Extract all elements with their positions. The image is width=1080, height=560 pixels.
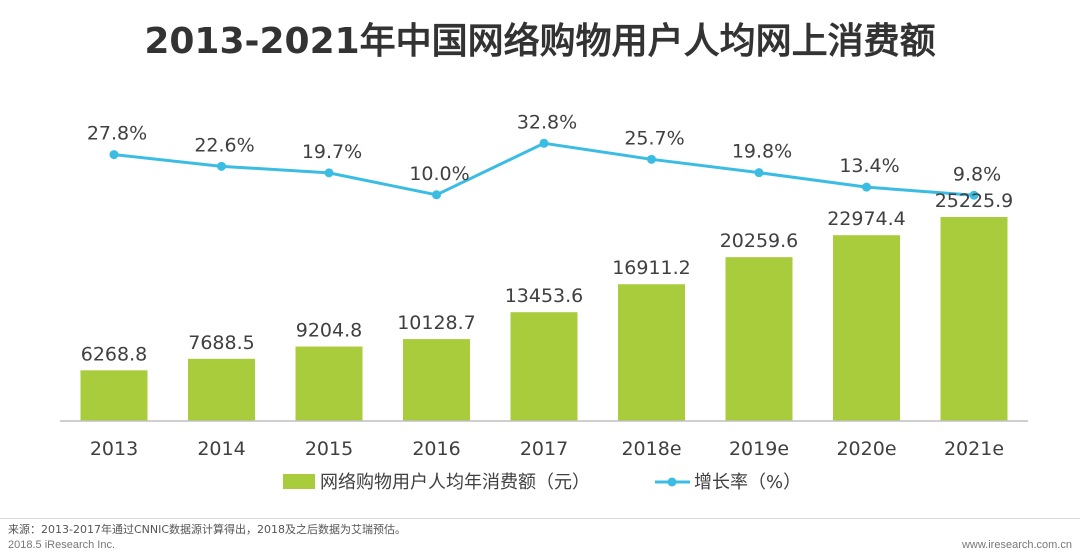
x-tick-labels: 2013 2014 2015 2016 2017 2018e 2019e 2020e 2021e [90,438,1004,460]
growth-value-label: 32.8% [517,111,577,133]
bar-value-label: 13453.6 [505,285,584,307]
source-note: 来源：2013-2017年通过CNNIC数据源计算得出，2018及之后数据为艾瑞… [8,523,407,536]
growth-point-2016 [432,190,441,200]
bar-value-label: 20259.6 [720,230,799,252]
bar-value-label: 22974.4 [827,208,906,230]
growth-value-label: 9.8% [953,163,1001,185]
bar-2013 [80,370,148,421]
legend: 网络购物用户人均年消费额（元） 增长率（%） [283,472,801,493]
legend-bar-swatch [283,474,315,489]
growth-value-label: 19.8% [732,141,792,163]
bar-2014 [188,358,255,421]
growth-point-2019e [754,168,764,178]
growth-value-label: 19.7% [302,141,362,163]
legend-bar-label: 网络购物用户人均年消费额（元） [320,472,590,493]
bar-value-label: 9204.8 [296,320,362,342]
growth-point-2013 [109,150,119,160]
growth-value-label: 25.7% [624,127,684,149]
growth-point-2021e [969,190,979,200]
growth-value-label: 10.0% [409,163,469,185]
chart-title: 2013-2021年中国网络购物用户人均网上消费额 [144,21,936,62]
growth-point-2015 [324,168,334,178]
bar-2018e [618,284,685,421]
x-tick-label: 2013 [90,438,138,460]
bar-value-label: 6268.8 [81,343,147,365]
bar-2017 [510,312,578,421]
bar-2019e [725,257,793,421]
bar-2020e [833,235,900,421]
growth-point-2014 [217,161,226,171]
growth-point-2017 [539,138,549,148]
x-tick-label: 2014 [197,438,245,460]
bar-value-label: 10128.7 [397,312,476,334]
growth-point-2020e [862,182,871,192]
bar-layer: 6268.8 7688.5 9204.8 10128.7 13453.6 16911.2 2… [80,190,1014,421]
x-tick-label: 2020e [836,438,896,460]
growth-value-label: 22.6% [194,134,254,156]
x-tick-label: 2015 [305,438,353,460]
bar-value-label: 16911.2 [612,257,691,279]
x-tick-label: 2019e [729,438,789,460]
x-tick-label: 2017 [520,438,568,460]
legend-line-label: 增长率（%） [694,472,801,493]
copyright: 2018.5 iResearch Inc. [8,539,116,551]
website-url: www.iresearch.com.cn [961,539,1072,551]
bar-2021e [940,217,1008,421]
growth-line-layer: 27.8% 22.6% 19.7% 10.0% 32.8% 25.7% 19.8% 13.4%… [87,111,1001,200]
growth-value-label: 13.4% [839,155,899,177]
x-tick-label: 2018e [621,438,681,460]
bar-2015 [295,346,363,421]
legend-line-marker [667,477,677,487]
footer-divider [0,518,1080,519]
bar-value-label: 25225.9 [935,190,1014,212]
x-tick-label: 2021e [944,438,1004,460]
bar-2016 [403,339,470,421]
growth-point-2018e [647,154,656,164]
growth-value-label: 27.8% [87,123,147,145]
x-tick-label: 2016 [412,438,460,460]
bar-value-label: 7688.5 [188,332,254,354]
